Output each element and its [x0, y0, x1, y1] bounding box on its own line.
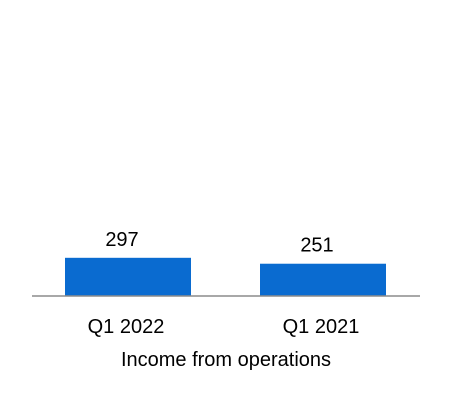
- bar-q1-2021: [260, 263, 386, 296]
- data-label: 297: [105, 229, 138, 251]
- category-tick-label: Q1 2021: [283, 316, 360, 338]
- bars-group: [65, 257, 386, 296]
- category-tick-label: Q1 2022: [88, 316, 165, 338]
- x-axis-title: Income from operations: [121, 349, 331, 371]
- data-label: 251: [300, 235, 333, 257]
- labels-group: 297 Q1 2022 251 Q1 2021: [88, 229, 360, 338]
- bar-q1-2022: [65, 257, 191, 296]
